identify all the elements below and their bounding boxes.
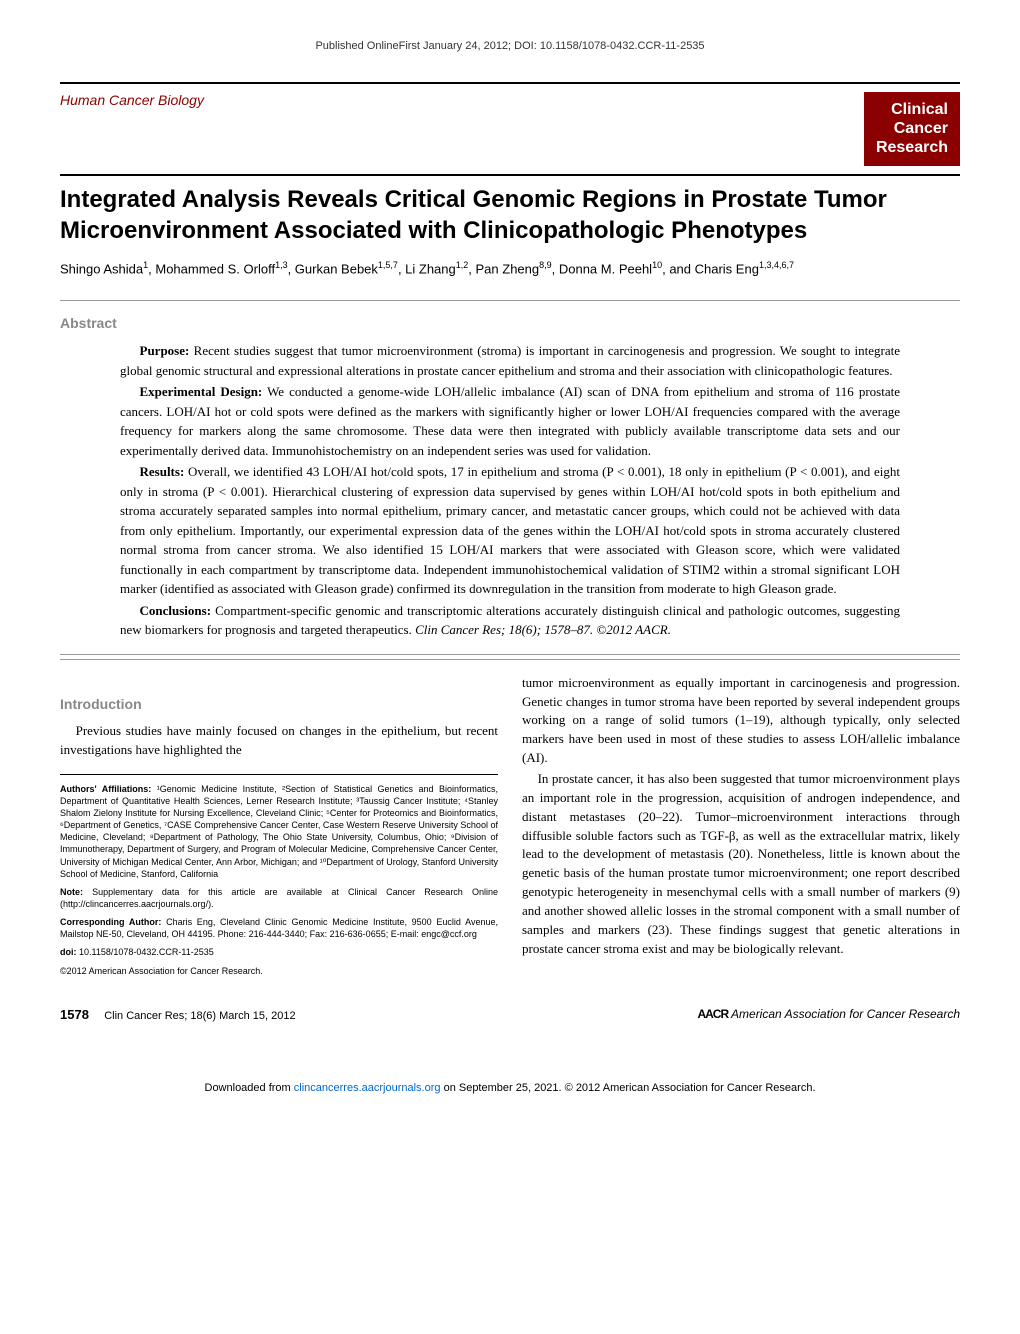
abstract-body: Purpose: Recent studies suggest that tum… [60, 341, 960, 640]
author-list: Shingo Ashida1, Mohammed S. Orloff1,3, G… [60, 260, 960, 276]
doi: doi: 10.1158/1078-0432.CCR-11-2535 [60, 946, 498, 958]
page-footer: 1578 Clin Cancer Res; 18(6) March 15, 20… [60, 1007, 960, 1022]
footer-right: AACR American Association for Cancer Res… [697, 1007, 960, 1021]
header-row: Human Cancer Biology Clinical Cancer Res… [60, 92, 960, 166]
aacr-logo: AACR [697, 1007, 728, 1021]
body-paragraph: In prostate cancer, it has also been sug… [522, 770, 960, 958]
publication-header: Published OnlineFirst January 24, 2012; … [60, 40, 960, 52]
journal-badge: Clinical Cancer Research [864, 92, 960, 166]
left-column: Introduction Previous studies have mainl… [60, 674, 498, 983]
intro-heading: Introduction [60, 694, 498, 714]
download-note: Downloaded from clincancerres.aacrjourna… [60, 1082, 960, 1094]
divider [60, 654, 960, 655]
supplementary-note: Note: Supplementary data for this articl… [60, 886, 498, 910]
footer-left: 1578 Clin Cancer Res; 18(6) March 15, 20… [60, 1007, 296, 1022]
download-pre: Downloaded from [205, 1082, 294, 1094]
badge-line-2: Cancer [876, 119, 948, 138]
abstract-design: Experimental Design: We conducted a geno… [120, 382, 900, 460]
abstract-conclusions: Conclusions: Compartment-specific genomi… [120, 601, 900, 640]
badge-line-1: Clinical [876, 100, 948, 119]
article-title: Integrated Analysis Reveals Critical Gen… [60, 184, 960, 246]
section-label: Human Cancer Biology [60, 92, 204, 108]
divider [60, 300, 960, 301]
page-number: 1578 [60, 1007, 89, 1022]
abstract-heading: Abstract [60, 315, 960, 331]
top-rule [60, 82, 960, 84]
affiliations-box: Authors' Affiliations: ¹Genomic Medicine… [60, 774, 498, 977]
abstract-results: Results: Overall, we identified 43 LOH/A… [120, 462, 900, 599]
download-post: on September 25, 2021. © 2012 American A… [441, 1082, 816, 1094]
abstract-purpose: Purpose: Recent studies suggest that tum… [120, 341, 900, 380]
body-paragraph: tumor microenvironment as equally import… [522, 674, 960, 768]
aacr-text: American Association for Cancer Research [731, 1007, 960, 1021]
affiliations: Authors' Affiliations: ¹Genomic Medicine… [60, 783, 498, 880]
body-columns: Introduction Previous studies have mainl… [60, 674, 960, 983]
mid-rule [60, 174, 960, 176]
download-link[interactable]: clincancerres.aacrjournals.org [294, 1082, 441, 1094]
intro-paragraph-1: Previous studies have mainly focused on … [60, 722, 498, 760]
corresponding-author: Corresponding Author: Charis Eng, Clevel… [60, 916, 498, 940]
right-column: tumor microenvironment as equally import… [522, 674, 960, 983]
copyright: ©2012 American Association for Cancer Re… [60, 965, 498, 977]
footer-citation: Clin Cancer Res; 18(6) March 15, 2012 [104, 1010, 295, 1022]
badge-line-3: Research [876, 138, 948, 157]
divider [60, 659, 960, 660]
